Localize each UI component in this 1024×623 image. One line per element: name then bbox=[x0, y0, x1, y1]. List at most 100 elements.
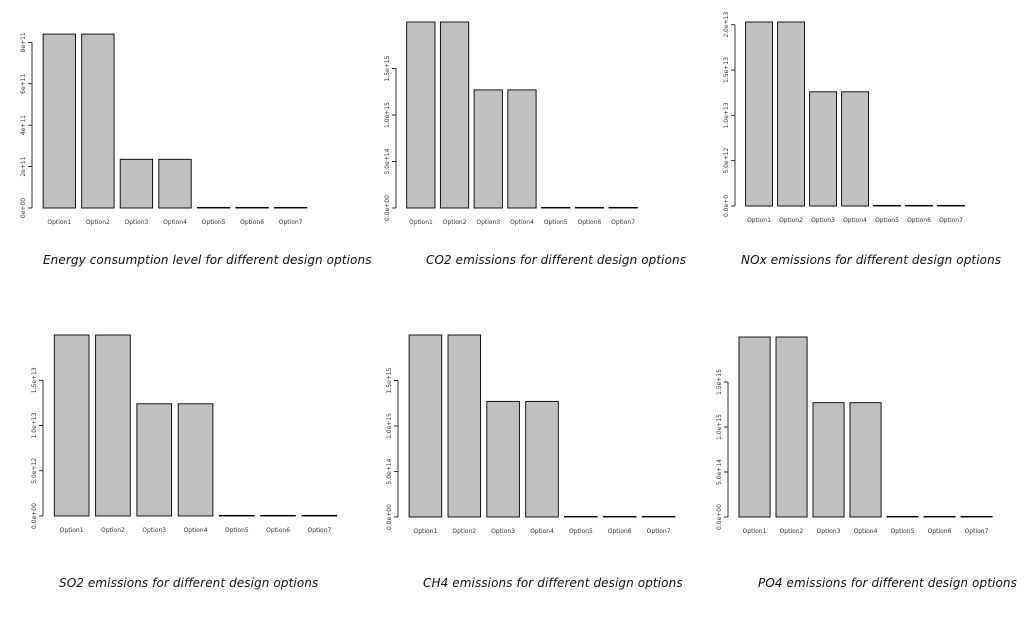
bar-option2 bbox=[775, 336, 808, 518]
y-tick-label: 1.5e+13 bbox=[723, 57, 730, 83]
chart-title-po4: PO4 emissions for different design optio… bbox=[758, 576, 1017, 590]
x-tick-label: Option1 bbox=[47, 219, 71, 226]
bar-option6 bbox=[235, 206, 269, 209]
bar-chart-energy: Option1 Option2 Option3 Option4 Option5 Optio… bbox=[20, 32, 308, 226]
x-tick-label: Option1 bbox=[743, 528, 767, 535]
bar-option3 bbox=[119, 158, 154, 209]
y-tick-label: 5.0e+14 bbox=[384, 148, 391, 174]
x-tick-label: Option3 bbox=[817, 528, 841, 535]
x-tick-label: Option6 bbox=[907, 217, 931, 224]
y-tick-label: 0.0e+00 bbox=[716, 504, 723, 530]
chart-panel-co2: Option1 Option2 Option3 Option4 Option5 Optio… bbox=[360, 0, 690, 290]
y-tick-label: 1.5e+15 bbox=[386, 367, 393, 393]
x-tick-label: Option7 bbox=[965, 528, 989, 535]
bar-option6 bbox=[260, 514, 296, 517]
chart-panel-ch4: Option1 Option2 Option3 Option4 Option5 Optio… bbox=[360, 320, 690, 610]
y-tick-label: 4e+11 bbox=[20, 115, 27, 135]
bar-option2 bbox=[81, 33, 115, 209]
bar-option2 bbox=[777, 21, 805, 207]
bar-option5 bbox=[886, 515, 919, 518]
bar-option5 bbox=[541, 206, 571, 209]
chart-panel-energy: Option1 Option2 Option3 Option4 Option5 Optio… bbox=[0, 0, 371, 290]
y-tick-label: 0.0e+0 bbox=[723, 195, 730, 217]
bar-option5 bbox=[196, 206, 231, 209]
bar-option3 bbox=[486, 400, 520, 518]
chart-panel-so2: Option1 Option2 Option3 Option4 Option5 Optio… bbox=[0, 320, 360, 610]
bar-option4 bbox=[158, 158, 192, 209]
y-tick-label: 2.0e+13 bbox=[723, 12, 730, 38]
bar-option1 bbox=[738, 336, 771, 518]
bar-option5 bbox=[218, 514, 255, 517]
x-tick-label: Option4 bbox=[843, 217, 867, 224]
y-tick-label: 0.0e+00 bbox=[384, 195, 391, 221]
bar-option7 bbox=[641, 515, 676, 518]
x-tick-label: Option3 bbox=[811, 217, 835, 224]
y-tick-label: 0.0e+00 bbox=[386, 504, 393, 530]
y-tick-label: 1.0e+15 bbox=[384, 102, 391, 128]
y-tick-label: 1.5e+13 bbox=[31, 367, 38, 393]
y-tick-label: 1.0e+15 bbox=[386, 413, 393, 439]
chart-panel-po4: Option1 Option2 Option3 Option4 Option5 Optio… bbox=[690, 320, 1024, 610]
y-tick-label: 5.0e+14 bbox=[386, 458, 393, 484]
bar-option1 bbox=[53, 334, 90, 517]
x-tick-label: Option7 bbox=[279, 219, 303, 226]
x-tick-label: Option3 bbox=[142, 527, 166, 534]
y-tick-label: 5.0e+12 bbox=[723, 148, 730, 174]
y-tick-label: 5.0e+14 bbox=[716, 459, 723, 485]
bar-option7 bbox=[960, 515, 993, 518]
bar-option7 bbox=[301, 514, 338, 517]
x-tick-label: Option7 bbox=[939, 217, 963, 224]
x-tick-label: Option4 bbox=[184, 527, 208, 534]
bar-option2 bbox=[95, 334, 131, 517]
bar-option5 bbox=[873, 204, 901, 207]
bar-option6 bbox=[905, 204, 933, 207]
bar-option3 bbox=[473, 89, 503, 209]
bar-option1 bbox=[745, 21, 773, 207]
bar-option7 bbox=[274, 206, 308, 209]
y-tick-label: 1.0e+15 bbox=[716, 414, 723, 440]
x-tick-label: Option2 bbox=[101, 527, 125, 534]
bar-chart-co2: Option1 Option2 Option3 Option4 Option5 Optio… bbox=[384, 21, 638, 226]
x-tick-label: Option1 bbox=[60, 527, 84, 534]
y-tick-label: 1.0e+13 bbox=[723, 102, 730, 128]
bar-option4 bbox=[849, 402, 882, 518]
chart-title-co2: CO2 emissions for different design optio… bbox=[426, 253, 687, 267]
x-tick-label: Option5 bbox=[875, 217, 899, 224]
bar-option4 bbox=[841, 91, 869, 207]
x-tick-label: Option7 bbox=[611, 219, 635, 226]
bar-option7 bbox=[937, 204, 965, 207]
bar-chart-po4: Option1 Option2 Option3 Option4 Option5 Optio… bbox=[716, 336, 993, 535]
y-tick-label: 2e+11 bbox=[20, 156, 27, 176]
x-tick-label: Option2 bbox=[86, 219, 110, 226]
x-tick-label: Option5 bbox=[202, 219, 226, 226]
x-tick-label: Option6 bbox=[266, 527, 290, 534]
x-tick-label: Option6 bbox=[928, 528, 952, 535]
y-tick-label: 1.5e+15 bbox=[716, 369, 723, 395]
bar-option6 bbox=[923, 515, 956, 518]
x-tick-label: Option7 bbox=[647, 528, 671, 535]
x-tick-label: Option4 bbox=[163, 219, 187, 226]
x-tick-label: Option1 bbox=[747, 217, 771, 224]
bar-chart-nox: Option1 Option2 Option3 Option4 Option5 Optio… bbox=[723, 12, 965, 224]
x-tick-label: Option4 bbox=[854, 528, 878, 535]
bar-option1 bbox=[42, 33, 76, 209]
bar-option1 bbox=[408, 334, 443, 518]
chart-panel-nox: Option1 Option2 Option3 Option4 Option5 Optio… bbox=[690, 0, 1024, 290]
x-tick-label: Option5 bbox=[891, 528, 915, 535]
x-tick-label: Option2 bbox=[780, 528, 804, 535]
y-tick-label: 8e+11 bbox=[20, 32, 27, 52]
y-tick-label: 1.5e+15 bbox=[384, 55, 391, 81]
x-tick-label: Option5 bbox=[544, 219, 568, 226]
bar-option6 bbox=[602, 515, 637, 518]
bar-option4 bbox=[507, 89, 537, 209]
bar-option7 bbox=[608, 206, 638, 209]
y-tick-label: 0e+00 bbox=[20, 198, 27, 218]
x-tick-label: Option7 bbox=[307, 527, 331, 534]
y-tick-label: 6e+11 bbox=[20, 73, 27, 93]
bar-option2 bbox=[447, 334, 482, 518]
chart-title-ch4: CH4 emissions for different design optio… bbox=[423, 576, 683, 590]
bar-option6 bbox=[574, 206, 605, 209]
x-tick-label: Option6 bbox=[240, 219, 264, 226]
x-tick-label: Option6 bbox=[608, 528, 632, 535]
y-tick-label: 0.0e+00 bbox=[31, 503, 38, 529]
